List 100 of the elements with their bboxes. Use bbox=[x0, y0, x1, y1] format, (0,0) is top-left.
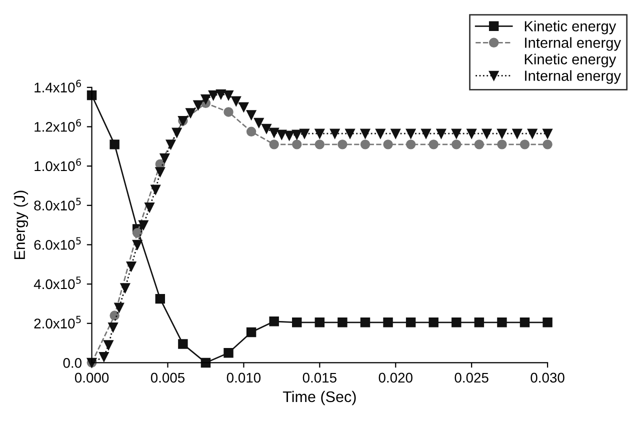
point bbox=[110, 310, 120, 320]
y-axis-title: Energy (J) bbox=[14, 190, 28, 260]
point bbox=[99, 352, 109, 362]
point bbox=[390, 128, 400, 138]
x-tick-label: 0.010 bbox=[226, 372, 261, 383]
point bbox=[231, 96, 241, 106]
legend-label: Internal energy bbox=[525, 70, 621, 84]
point bbox=[452, 128, 462, 138]
point bbox=[383, 318, 393, 328]
point bbox=[474, 140, 484, 150]
point bbox=[527, 128, 538, 138]
x-tick-label: 0.000 bbox=[74, 372, 109, 383]
point bbox=[474, 318, 484, 328]
point bbox=[155, 167, 166, 177]
point bbox=[482, 128, 492, 138]
point bbox=[452, 140, 462, 150]
point bbox=[542, 318, 552, 328]
point bbox=[497, 128, 507, 138]
point bbox=[542, 128, 552, 138]
point bbox=[120, 283, 130, 293]
point bbox=[238, 102, 249, 112]
point bbox=[276, 130, 287, 140]
point bbox=[193, 100, 203, 110]
text: Kinetic energy bbox=[524, 54, 616, 68]
point bbox=[178, 339, 188, 349]
point bbox=[330, 128, 340, 138]
point bbox=[300, 128, 310, 138]
point bbox=[104, 340, 114, 350]
point bbox=[224, 90, 234, 100]
point bbox=[497, 318, 507, 328]
point bbox=[224, 348, 234, 358]
point bbox=[345, 128, 355, 138]
point bbox=[383, 140, 393, 150]
x-axis-title: Time (Sec) bbox=[282, 390, 356, 406]
legend-label: Internal energy bbox=[525, 37, 621, 51]
point bbox=[108, 322, 118, 332]
y-tick-label: 2.0x10$^{5}$ bbox=[34, 316, 81, 328]
x-tick-label: 0.020 bbox=[378, 372, 412, 383]
point bbox=[246, 126, 256, 137]
point bbox=[314, 318, 325, 328]
point bbox=[452, 318, 462, 328]
point bbox=[126, 261, 136, 272]
point bbox=[186, 108, 196, 118]
x-tick-label: 0.030 bbox=[530, 372, 564, 383]
point bbox=[292, 318, 302, 328]
point bbox=[132, 240, 142, 250]
y-tick-label: 1.0x10$^{6}$ bbox=[34, 158, 81, 172]
point bbox=[155, 294, 166, 304]
point bbox=[246, 327, 256, 338]
point bbox=[224, 107, 234, 117]
point bbox=[360, 140, 370, 150]
point bbox=[200, 94, 211, 104]
point bbox=[269, 140, 279, 150]
point bbox=[262, 124, 272, 134]
point bbox=[428, 140, 438, 150]
point bbox=[269, 316, 279, 326]
point bbox=[216, 89, 226, 100]
legend-label: Kinetic energy bbox=[524, 20, 616, 34]
point bbox=[406, 318, 416, 328]
point bbox=[172, 128, 182, 138]
y-tick-label: 6.0x10$^{5}$ bbox=[34, 237, 81, 250]
point bbox=[160, 153, 170, 164]
point bbox=[132, 228, 142, 238]
point bbox=[497, 140, 507, 150]
y-tick-label: 1.4x10$^{6}$ bbox=[34, 80, 81, 92]
point bbox=[360, 128, 370, 138]
x-tick-label: 0.025 bbox=[454, 372, 488, 383]
point bbox=[138, 220, 148, 230]
point bbox=[269, 128, 279, 138]
point bbox=[314, 128, 325, 138]
point bbox=[360, 318, 370, 328]
point bbox=[110, 140, 120, 150]
point bbox=[166, 140, 176, 150]
point bbox=[542, 140, 552, 150]
point bbox=[208, 90, 218, 100]
point bbox=[520, 140, 530, 150]
point bbox=[376, 128, 386, 138]
point bbox=[114, 302, 124, 313]
point bbox=[246, 110, 256, 120]
x-tick-label: 0.005 bbox=[150, 372, 185, 383]
point bbox=[254, 118, 264, 128]
y-tick-label: 8.0x10$^{5}$ bbox=[34, 198, 81, 210]
point bbox=[428, 318, 438, 328]
point bbox=[466, 128, 476, 138]
point bbox=[338, 140, 348, 150]
point bbox=[144, 202, 154, 212]
point bbox=[292, 130, 302, 140]
point bbox=[314, 140, 325, 150]
point bbox=[292, 140, 302, 150]
y-tick-label: 0.0 bbox=[63, 358, 82, 368]
point bbox=[421, 128, 431, 138]
x-tick-label: 0.015 bbox=[302, 372, 336, 383]
point bbox=[520, 318, 530, 328]
point bbox=[406, 140, 416, 150]
point bbox=[436, 128, 446, 138]
y-tick-label: 4.0x10$^{5}$ bbox=[34, 276, 81, 290]
point bbox=[338, 318, 348, 328]
point bbox=[406, 128, 416, 138]
point bbox=[284, 130, 294, 140]
point bbox=[512, 128, 522, 138]
